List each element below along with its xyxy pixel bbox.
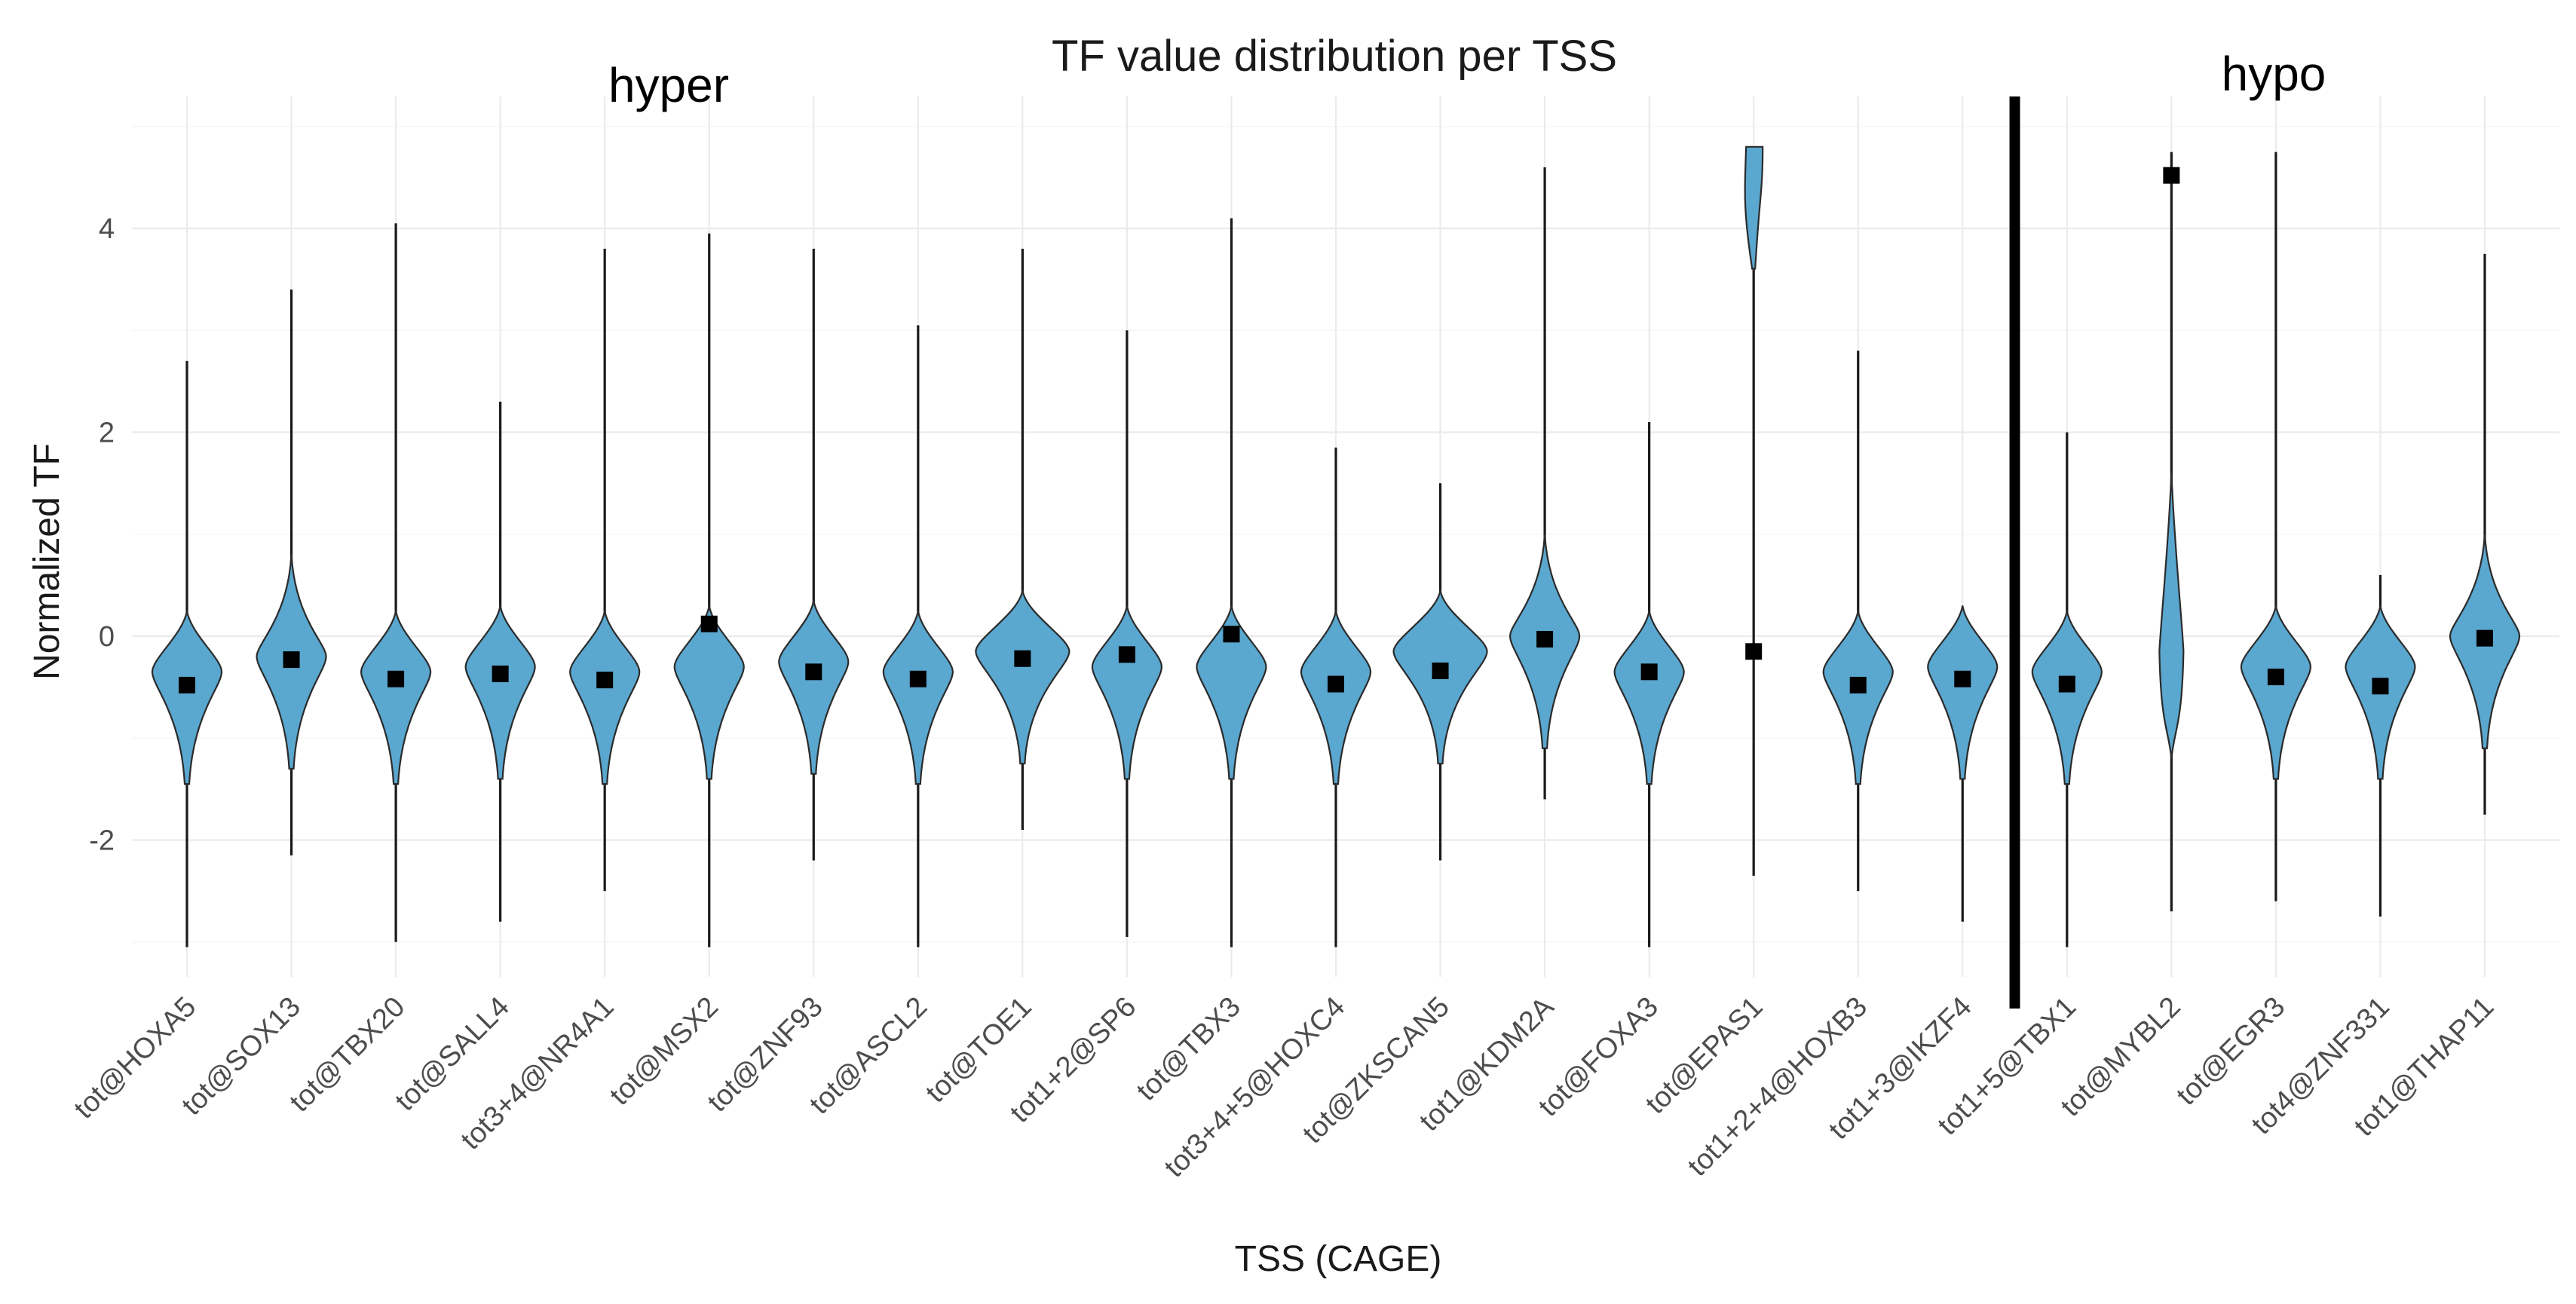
- violin-tot@MSX2: [673, 233, 745, 947]
- group-label-hyper: hyper: [608, 58, 729, 112]
- violin-tot1@KDM2A: [1509, 167, 1581, 800]
- mean-point: [1640, 663, 1658, 681]
- mean-point: [2372, 678, 2389, 695]
- violin-shape: [1300, 611, 1372, 785]
- mean-point: [1954, 670, 1971, 687]
- mean-point: [2163, 167, 2180, 184]
- violin-shape: [882, 611, 954, 785]
- mean-point: [700, 615, 718, 632]
- violin-tot@TOE1: [975, 249, 1071, 830]
- mean-point: [179, 676, 195, 693]
- violin-tot@SOX13: [256, 289, 327, 856]
- violin-shape: [2158, 473, 2185, 759]
- violin-shape: [975, 589, 1071, 765]
- violin-tot1+3@IKZF4: [1927, 605, 1999, 922]
- violin-series: [151, 145, 2521, 947]
- x-axis-title: TSS (CAGE): [1235, 1239, 1442, 1279]
- violin-shape: [2240, 605, 2312, 780]
- violin-shape: [1822, 611, 1894, 785]
- violin-tot@HOXA5: [151, 360, 223, 947]
- y-tick-label: 2: [99, 418, 115, 449]
- mean-point: [1849, 676, 1867, 693]
- violin-shape: [151, 611, 223, 785]
- mean-point: [1328, 675, 1344, 693]
- violin-shape: [1744, 145, 1764, 270]
- violin-shape: [1927, 605, 1999, 780]
- violin-shape: [1196, 605, 1267, 780]
- violin-tot@SALL4: [464, 401, 536, 922]
- y-tick-label: 4: [99, 213, 115, 245]
- violin-tot4@ZNF331: [2345, 574, 2416, 917]
- violin-shape: [360, 611, 432, 785]
- mean-point: [1745, 643, 1763, 660]
- violin-shape: [1613, 611, 1685, 785]
- violin-shape: [778, 600, 850, 775]
- violin-tot@ZKSCAN5: [1392, 483, 1488, 861]
- violin-shape: [464, 605, 536, 780]
- violin-tot@ZNF93: [778, 249, 850, 861]
- violin-tot1+2@SP6: [1091, 330, 1163, 937]
- mean-point: [1432, 662, 1449, 679]
- violin-tot1@THAP11: [2449, 253, 2521, 815]
- violin-tot1+2+4@HOXB3: [1822, 350, 1894, 892]
- violin-tot@EGR3: [2240, 152, 2312, 901]
- y-axis-ticks: -2 0 2 4: [89, 213, 115, 857]
- violin-tot3+4@NR4A1: [569, 249, 641, 892]
- violin-tot@FOXA3: [1613, 421, 1685, 947]
- violin-shape: [673, 605, 745, 780]
- violin-shape: [1091, 605, 1163, 780]
- mean-point: [2058, 675, 2075, 693]
- violin-tot@ASCL2: [882, 325, 954, 947]
- violin-tot@MYBL2: [2158, 152, 2185, 912]
- mean-point: [283, 651, 300, 669]
- mean-point: [387, 670, 405, 687]
- mean-point: [1223, 626, 1240, 643]
- mean-point: [596, 672, 614, 689]
- mean-point: [1536, 631, 1554, 648]
- violin-tot3+4+5@HOXC4: [1300, 447, 1372, 947]
- y-axis-title: Normalized TF: [27, 443, 67, 680]
- chart-title: TF value distribution per TSS: [1052, 32, 1617, 81]
- violin-tot1+5@TBX1: [2031, 432, 2103, 947]
- mean-point: [909, 670, 927, 687]
- mean-point: [1014, 650, 1031, 667]
- mean-point: [2267, 669, 2284, 686]
- violin-tot@TBX3: [1196, 218, 1267, 947]
- violin-shape: [569, 611, 641, 785]
- violin-shape: [2031, 611, 2103, 785]
- y-tick-label: 0: [99, 621, 115, 653]
- mean-point: [805, 663, 822, 681]
- violin-tot@EPAS1: [1744, 145, 1764, 876]
- group-label-hypo: hypo: [2222, 47, 2326, 101]
- mean-point: [2476, 629, 2493, 647]
- violin-tot@TBX20: [360, 223, 432, 942]
- chart-labels: TF value distribution per TSS TSS (CAGE)…: [27, 32, 2326, 1279]
- mean-point: [1118, 646, 1135, 663]
- y-tick-label: -2: [89, 825, 115, 857]
- mean-point: [492, 666, 509, 683]
